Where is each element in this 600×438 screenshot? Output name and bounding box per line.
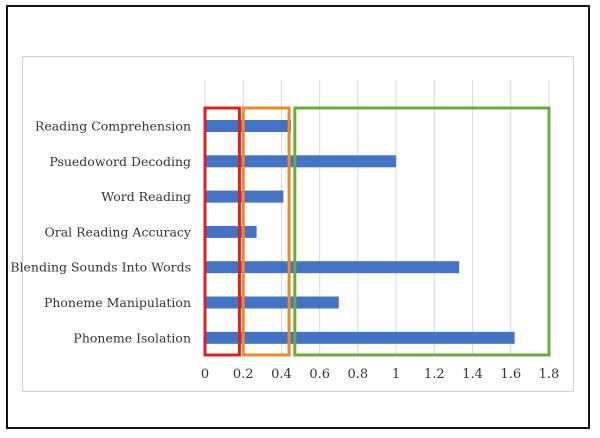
category-label: Phoneme Manipulation <box>44 295 191 310</box>
x-tick-label: 1 <box>392 367 400 382</box>
category-label: Blending Sounds Into Words <box>10 260 191 275</box>
x-tick-label: 0.2 <box>233 367 254 382</box>
x-tick-label: 0.4 <box>271 367 292 382</box>
x-tick-label: 0 <box>201 367 209 382</box>
chart-area <box>22 56 574 392</box>
x-tick-label: 1.6 <box>500 367 521 382</box>
x-tick-label: 0.8 <box>348 367 369 382</box>
outer-frame <box>6 5 590 429</box>
bars <box>205 120 515 344</box>
category-label: Psuedoword Decoding <box>49 154 191 169</box>
category-label: Word Reading <box>101 189 191 204</box>
bar <box>205 155 397 168</box>
highlight-box-large <box>293 106 551 357</box>
x-tick-label: 1.8 <box>539 367 560 382</box>
category-label: Reading Comprehension <box>35 119 191 134</box>
bar <box>205 296 339 309</box>
category-label: Phoneme Isolation <box>73 330 191 345</box>
highlight-boxes <box>203 106 551 357</box>
x-tick-label: 1.4 <box>462 367 483 382</box>
x-tick-labels: 0 0.2 0.4 0.6 0.8 1 1.2 1.4 1.6 1.8 <box>201 367 559 382</box>
category-labels: Reading Comprehension Psuedoword Decoding… <box>10 119 192 346</box>
bar <box>205 225 257 238</box>
category-label: Oral Reading Accuracy <box>44 224 191 239</box>
highlight-box-small <box>203 106 241 357</box>
bar <box>205 120 291 132</box>
highlight-box-medium <box>241 106 291 357</box>
x-tick-label: 1.2 <box>424 367 445 382</box>
bar <box>205 331 515 344</box>
bar <box>205 261 460 274</box>
x-tick-label: 0.6 <box>309 367 330 382</box>
